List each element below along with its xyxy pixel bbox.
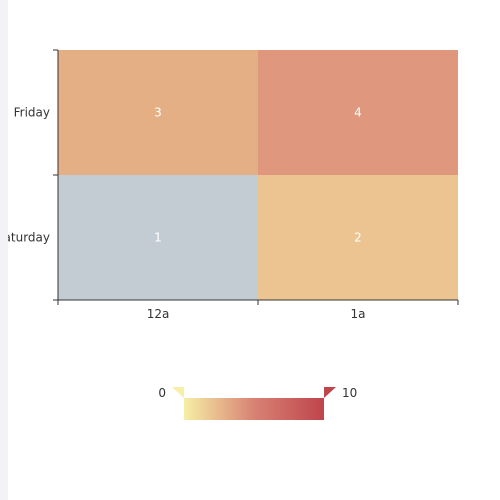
visual-map-min-label: 0 <box>158 386 166 400</box>
heatmap-cell[interactable] <box>258 175 458 300</box>
visual-map-min-handle[interactable] <box>172 387 184 398</box>
heatmap-cell[interactable] <box>258 50 458 175</box>
left-edge-strip <box>0 0 8 500</box>
y-axis-label: Saturday <box>0 231 50 245</box>
heatmap-cell-labels: 3 4 1 2 <box>154 106 362 245</box>
y-axis-label: Friday <box>14 106 50 120</box>
cell-value-label: 3 <box>154 106 162 120</box>
cell-value-label: 2 <box>354 231 362 245</box>
visual-map-max-label: 10 <box>342 386 357 400</box>
visual-map-legend[interactable]: 0 10 <box>158 386 357 420</box>
x-axis-label: 1a <box>351 307 366 321</box>
visual-map-bar[interactable] <box>184 398 324 420</box>
cell-value-label: 4 <box>354 106 362 120</box>
heatmap-axes: Friday Saturday 12a 1a <box>0 49 459 321</box>
x-axis-label: 12a <box>147 307 170 321</box>
visual-map-max-handle[interactable] <box>324 387 336 398</box>
heatmap-cell[interactable] <box>58 50 258 175</box>
cell-value-label: 1 <box>154 231 162 245</box>
heatmap-cell[interactable] <box>58 175 258 300</box>
heatmap-cells <box>58 50 458 300</box>
